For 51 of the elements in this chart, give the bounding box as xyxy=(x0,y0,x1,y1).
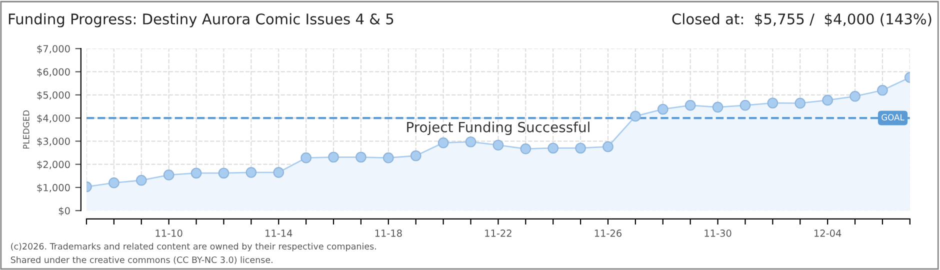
point xyxy=(767,98,778,108)
point xyxy=(877,84,888,96)
point xyxy=(382,152,394,164)
annotation: Project Funding Successful xyxy=(407,122,590,136)
point xyxy=(740,100,751,111)
y-tick-label: $1,000 xyxy=(37,184,70,193)
point xyxy=(108,177,120,188)
point xyxy=(712,102,724,113)
y-tick-label: $7,000 xyxy=(37,44,70,54)
y-tick-label: $6,000 xyxy=(37,68,70,77)
ref-line-label: GOAL xyxy=(882,114,904,120)
point xyxy=(850,90,860,102)
point xyxy=(465,136,476,148)
point xyxy=(822,94,833,106)
x-tick-label: 11-10 xyxy=(156,230,182,237)
point xyxy=(136,174,147,186)
point xyxy=(190,168,202,179)
point xyxy=(684,100,696,111)
point xyxy=(328,152,339,163)
point xyxy=(575,142,586,154)
y-tick-label: $3,000 xyxy=(37,137,70,146)
point xyxy=(657,104,668,115)
x-tick-label: 11-26 xyxy=(594,230,622,237)
x-tick-label: 12-04 xyxy=(814,230,842,237)
text: Shared under the creative commons (CC BY-NC 3.0) license. xyxy=(10,256,272,264)
x-tick-label: 11-22 xyxy=(485,230,512,237)
point xyxy=(548,142,559,154)
text: (c)2026. Trademarks and related content are owned by their respective companies. xyxy=(11,242,376,252)
point xyxy=(794,98,806,109)
chart-subtitle: Closed at: $5,755 / $4,000 (143%) xyxy=(672,13,932,26)
point xyxy=(492,140,504,151)
point xyxy=(246,167,257,178)
point xyxy=(520,143,532,154)
y-tick-label: $4,000 xyxy=(37,114,70,124)
y-tick-label: $2,000 xyxy=(37,160,70,170)
point xyxy=(163,170,174,180)
point xyxy=(300,152,312,164)
point xyxy=(410,150,422,162)
y-tick-label: $5,000 xyxy=(37,91,70,100)
point xyxy=(218,168,230,179)
chart-title: Funding Progress: Destiny Aurora Comic Issues 4 & 5 xyxy=(8,13,394,28)
point xyxy=(438,137,449,148)
point xyxy=(273,167,284,178)
point xyxy=(630,110,641,122)
x-tick-label: 11-14 xyxy=(266,230,292,237)
x-tick-label: 11-30 xyxy=(704,230,732,237)
point xyxy=(356,152,366,163)
x-tick-label: 11-18 xyxy=(375,230,402,237)
y-axis-title: PLEDGED xyxy=(23,110,30,149)
y-tick-label: $0 xyxy=(58,206,70,216)
point xyxy=(602,141,614,152)
